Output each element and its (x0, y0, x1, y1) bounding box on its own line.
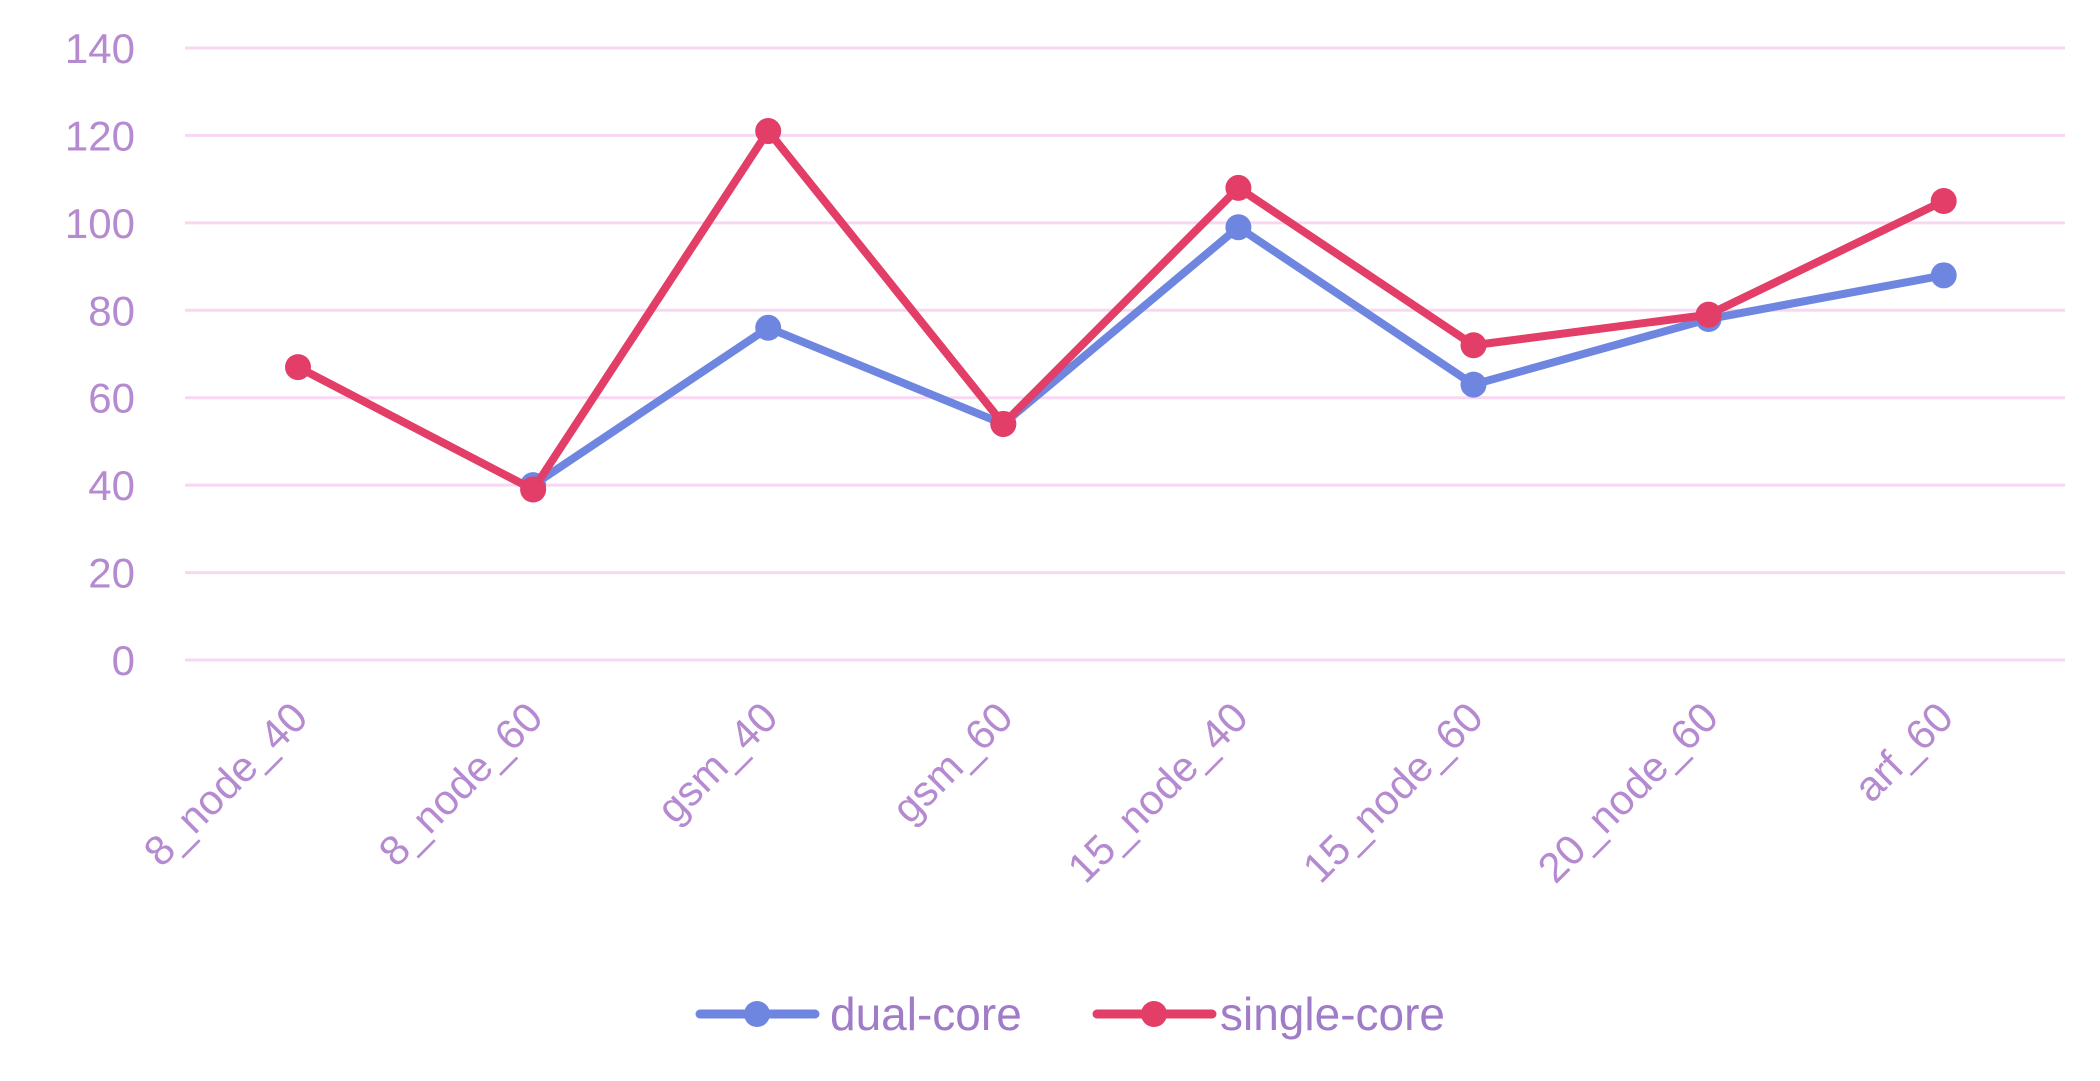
legend-item-dual-core: dual-core (695, 988, 1022, 1040)
data-point (1930, 188, 1957, 214)
x-tick-label: gsm_60 (883, 693, 1022, 832)
x-tick-label: 15_node_60 (1293, 693, 1491, 891)
legend: dual-core single-core (695, 988, 1445, 1040)
legend-label: dual-core (830, 988, 1022, 1040)
x-axis-ticks: 8_node_40 8_node_60 gsm_40 gsm_60 15_node_40… (134, 693, 1962, 891)
data-point (520, 476, 547, 503)
data-point (1225, 174, 1252, 201)
series-line (529, 223, 1948, 490)
data-point (1225, 214, 1252, 241)
series-dual-core (520, 214, 1957, 499)
data-point (1460, 332, 1487, 359)
legend-label: single-core (1220, 988, 1445, 1040)
y-tick-label: 20 (88, 550, 135, 597)
y-tick-label: 0 (112, 637, 135, 684)
data-point (285, 354, 311, 381)
y-tick-label: 40 (88, 462, 135, 509)
legend-marker (744, 1001, 770, 1027)
series-line (294, 127, 1948, 494)
x-tick-label: gsm_40 (648, 693, 787, 832)
x-tick-label: 20_node_60 (1529, 693, 1727, 891)
data-point (1930, 262, 1957, 289)
y-tick-label: 100 (65, 200, 135, 247)
data-point (1460, 371, 1487, 398)
gridlines (185, 46, 2065, 662)
x-tick-label: 15_node_40 (1058, 693, 1256, 891)
y-axis-ticks: 0 20 40 60 80 100 120 140 (65, 25, 135, 684)
x-tick-label: 8_node_40 (134, 693, 316, 875)
legend-item-single-core: single-core (1092, 988, 1445, 1040)
legend-marker (1141, 1001, 1167, 1027)
series-single-core (285, 118, 1957, 503)
data-point (755, 314, 782, 341)
y-tick-label: 80 (88, 287, 135, 334)
data-point (1695, 301, 1722, 328)
data-point (990, 410, 1017, 437)
y-tick-label: 60 (88, 375, 135, 422)
y-tick-label: 140 (65, 25, 135, 72)
x-tick-label: arf_60 (1845, 693, 1962, 810)
data-point (755, 118, 782, 145)
y-tick-label: 120 (65, 112, 135, 159)
series-layer (285, 118, 1957, 503)
x-tick-label: 8_node_60 (370, 693, 552, 875)
